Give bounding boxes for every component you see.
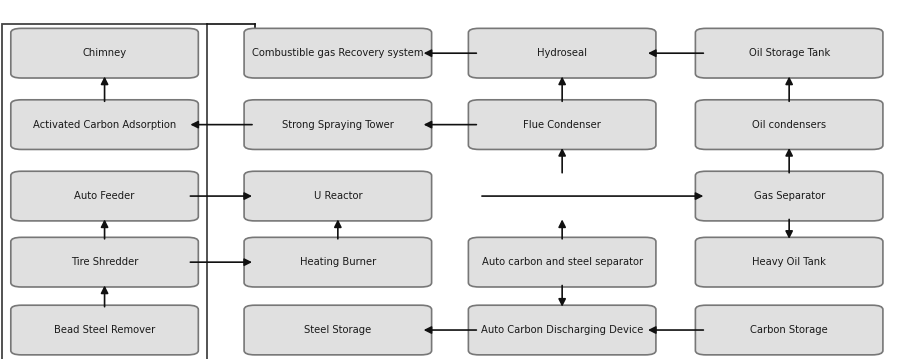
Text: Hydroseal: Hydroseal [537, 48, 587, 58]
Bar [2, 24, 207, 360]
FancyBboxPatch shape [244, 171, 432, 221]
FancyBboxPatch shape [468, 237, 656, 287]
Text: Steel Storage: Steel Storage [304, 325, 372, 335]
FancyBboxPatch shape [696, 171, 883, 221]
FancyBboxPatch shape [696, 305, 883, 355]
FancyBboxPatch shape [11, 100, 198, 149]
Text: Carbon Storage: Carbon Storage [751, 325, 828, 335]
FancyBboxPatch shape [244, 28, 432, 78]
FancyBboxPatch shape [244, 100, 432, 149]
Text: Bead Steel Remover: Bead Steel Remover [54, 325, 155, 335]
FancyBboxPatch shape [696, 28, 883, 78]
FancyBboxPatch shape [468, 28, 656, 78]
Text: U Reactor: U Reactor [313, 191, 362, 201]
Text: Auto Feeder: Auto Feeder [75, 191, 135, 201]
FancyBboxPatch shape [244, 305, 432, 355]
Text: Heavy Oil Tank: Heavy Oil Tank [752, 257, 826, 267]
Text: Chimney: Chimney [83, 48, 127, 58]
Text: Oil Storage Tank: Oil Storage Tank [749, 48, 830, 58]
Text: Strong Spraying Tower: Strong Spraying Tower [282, 120, 394, 130]
Text: Tire Shredder: Tire Shredder [71, 257, 139, 267]
FancyBboxPatch shape [11, 305, 198, 355]
FancyBboxPatch shape [244, 237, 432, 287]
Text: Heating Burner: Heating Burner [300, 257, 376, 267]
FancyBboxPatch shape [11, 237, 198, 287]
FancyBboxPatch shape [11, 28, 198, 78]
FancyBboxPatch shape [696, 237, 883, 287]
FancyBboxPatch shape [11, 171, 198, 221]
Text: Auto Carbon Discharging Device: Auto Carbon Discharging Device [481, 325, 644, 335]
Text: Combustible gas Recovery system: Combustible gas Recovery system [252, 48, 424, 58]
FancyBboxPatch shape [468, 100, 656, 149]
FancyBboxPatch shape [696, 100, 883, 149]
Text: Auto carbon and steel separator: Auto carbon and steel separator [482, 257, 643, 267]
Text: Flue Condenser: Flue Condenser [523, 120, 601, 130]
FancyBboxPatch shape [468, 305, 656, 355]
Text: Gas Separator: Gas Separator [753, 191, 824, 201]
Text: Activated Carbon Adsorption: Activated Carbon Adsorption [33, 120, 176, 130]
Text: Oil condensers: Oil condensers [752, 120, 826, 130]
